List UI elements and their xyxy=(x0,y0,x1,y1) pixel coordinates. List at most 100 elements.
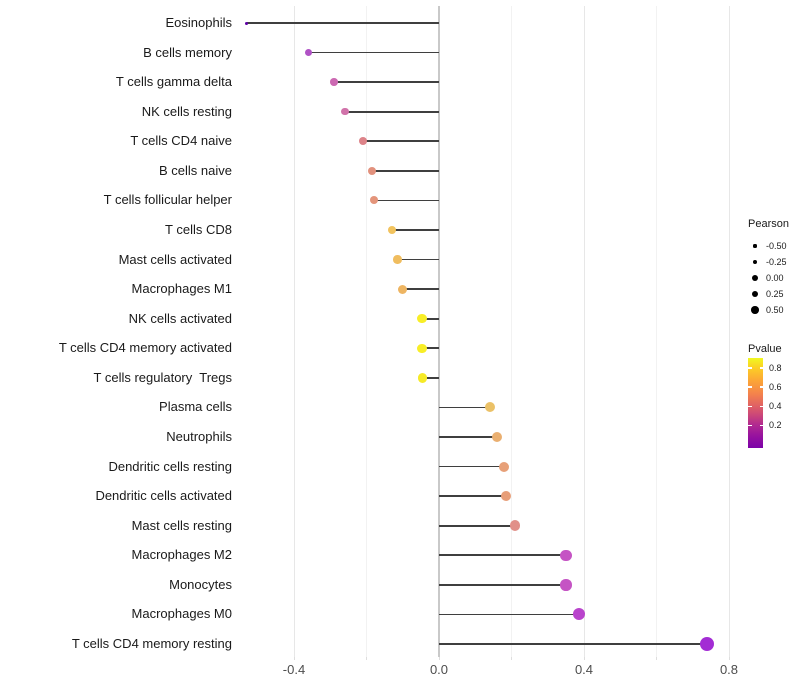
category-label: T cells CD4 naive xyxy=(130,133,232,149)
lollipop-dot xyxy=(305,49,312,57)
x-axis-tick xyxy=(583,657,585,660)
pvalue-colorbar-tick xyxy=(759,386,763,388)
x-tick-label: 0.4 xyxy=(574,662,594,677)
pearson-legend-dot xyxy=(751,290,759,298)
lollipop-stem xyxy=(362,140,439,143)
category-label: NK cells activated xyxy=(128,310,232,326)
lollipop-dot xyxy=(367,166,376,175)
x-axis-tick xyxy=(366,657,367,660)
category-label: Macrophages M2 xyxy=(131,547,232,563)
lollipop-stem xyxy=(373,199,439,202)
x-tick-label: 0.8 xyxy=(719,662,739,677)
pearson-legend-label: 0.00 xyxy=(766,272,784,283)
pearson-legend-label: -0.25 xyxy=(766,256,787,267)
lollipop-dot xyxy=(369,196,378,205)
lollipop-stem xyxy=(402,288,439,290)
pearson-legend-label: 0.50 xyxy=(766,304,784,315)
pearson-legend-dot xyxy=(753,244,757,248)
pvalue-colorbar-tick xyxy=(759,367,763,369)
lollipop-stem xyxy=(439,495,507,497)
pearson-legend-label: 0.25 xyxy=(766,288,784,299)
pvalue-colorbar-tick xyxy=(759,405,763,408)
lollipop-dot xyxy=(330,78,338,86)
lollipop-stem xyxy=(333,81,439,83)
pearson-legend-label: -0.50 xyxy=(766,240,787,251)
lollipop-stem xyxy=(422,377,439,379)
gridline-major xyxy=(293,6,295,657)
lollipop-stem xyxy=(439,436,497,438)
category-label: Macrophages M0 xyxy=(131,606,232,622)
category-label: B cells memory xyxy=(143,44,232,60)
lollipop-stem xyxy=(397,258,439,261)
lollipop-dot xyxy=(700,636,715,651)
pearson-legend-dot xyxy=(751,274,759,282)
lollipop-dot xyxy=(358,137,367,146)
x-axis-tick xyxy=(438,657,440,660)
category-label: Dendritic cells resting xyxy=(108,458,232,474)
x-axis-tick xyxy=(293,657,295,660)
category-label: T cells regulatory Tregs xyxy=(93,369,232,385)
category-label: Macrophages M1 xyxy=(131,281,232,297)
lollipop-dot xyxy=(509,520,521,531)
category-label: T cells CD4 memory resting xyxy=(71,635,232,651)
category-label: Plasma cells xyxy=(159,399,232,415)
pvalue-legend-label: 0.8 xyxy=(769,362,782,373)
pvalue-colorbar-tick xyxy=(748,386,752,388)
gridline-major xyxy=(583,6,585,657)
pvalue-colorbar-tick xyxy=(748,424,752,427)
lollipop-stem xyxy=(439,584,566,586)
category-label: T cells CD8 xyxy=(165,221,232,237)
x-axis-tick xyxy=(511,657,512,660)
category-label: T cells CD4 memory activated xyxy=(58,340,232,356)
lollipop-stem xyxy=(439,406,490,409)
category-label: Mast cells activated xyxy=(118,251,232,267)
category-label: Mast cells resting xyxy=(131,517,232,533)
category-label: B cells naive xyxy=(159,162,232,178)
lollipop-stem xyxy=(371,170,439,172)
category-label: T cells gamma delta xyxy=(115,74,232,90)
zero-axis-line xyxy=(438,6,440,657)
category-label: Dendritic cells activated xyxy=(95,488,232,504)
lollipop-dot xyxy=(245,21,249,25)
category-label: NK cells resting xyxy=(141,103,232,119)
lollipop-stem xyxy=(439,554,566,557)
lollipop-dot xyxy=(560,579,572,591)
pvalue-legend-label: 0.4 xyxy=(769,400,782,411)
pvalue-legend-label: 0.6 xyxy=(769,381,782,392)
category-label: Neutrophils xyxy=(166,428,232,444)
lollipop-dot xyxy=(499,461,510,472)
pvalue-colorbar xyxy=(748,358,763,448)
x-axis-tick xyxy=(728,657,730,660)
x-axis-tick xyxy=(656,657,657,660)
category-label: Eosinophils xyxy=(165,15,233,30)
pvalue-colorbar-tick xyxy=(759,424,763,427)
lollipop-dot xyxy=(393,255,402,264)
gridline-minor xyxy=(656,6,657,657)
lollipop-stem xyxy=(439,524,516,527)
category-label: Monocytes xyxy=(169,576,232,592)
pvalue-legend-label: 0.2 xyxy=(769,420,782,431)
lollipop-dot xyxy=(572,608,585,621)
lollipop-stem xyxy=(391,229,439,231)
pearson-legend-dot xyxy=(751,306,759,314)
pvalue-legend-title: Pvalue xyxy=(748,343,782,355)
lollipop-dot xyxy=(417,313,427,324)
lollipop-dot xyxy=(484,402,495,413)
lollipop-dot xyxy=(341,107,349,116)
lollipop-dot xyxy=(417,343,427,354)
lollipop-dot xyxy=(387,225,397,235)
pvalue-colorbar-tick xyxy=(748,405,752,408)
lollipop-stem xyxy=(439,643,708,645)
lollipop-stem xyxy=(246,22,439,24)
lollipop-stem xyxy=(344,110,439,113)
gridline-minor xyxy=(511,6,512,657)
lollipop-stem xyxy=(308,51,439,54)
lollipop-stem xyxy=(421,347,439,350)
lollipop-dot xyxy=(560,549,572,562)
lollipop-stem xyxy=(439,465,505,468)
lollipop-dot xyxy=(398,284,408,294)
gridline-major xyxy=(728,6,730,657)
x-tick-label: -0.4 xyxy=(282,662,306,677)
pearson-legend-dot xyxy=(752,259,758,265)
